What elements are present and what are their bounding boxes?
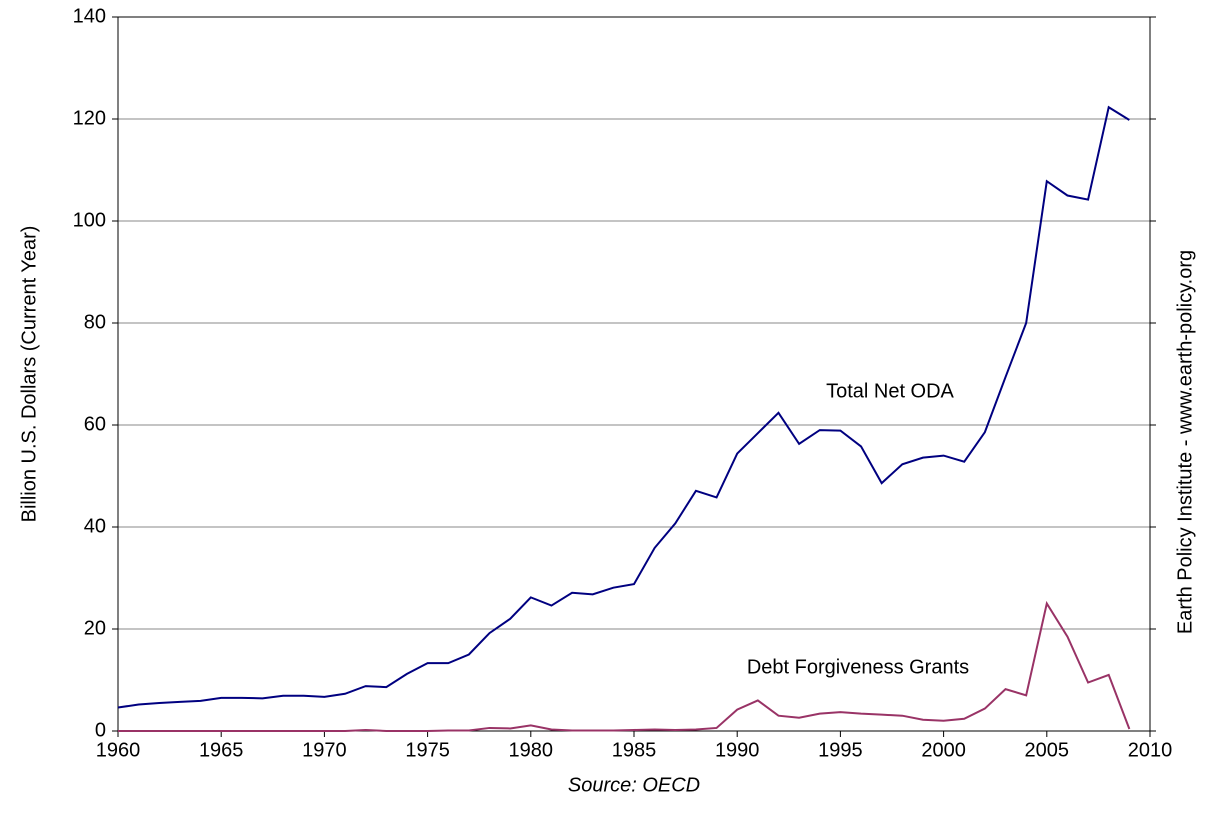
y-tick-label: 100 <box>73 209 106 231</box>
y-tick-label: 20 <box>84 617 106 639</box>
x-tick-label: 1965 <box>199 739 244 761</box>
x-tick-label: 1960 <box>96 739 141 761</box>
x-tick-label: 1975 <box>405 739 450 761</box>
y-tick-label: 120 <box>73 107 106 129</box>
series-label: Debt Forgiveness Grants <box>747 656 969 678</box>
x-tick-label: 1995 <box>818 739 863 761</box>
y-tick-label: 80 <box>84 311 106 333</box>
x-tick-label: 1970 <box>302 739 347 761</box>
y-axis-label: Billion U.S. Dollars (Current Year) <box>18 226 40 523</box>
x-tick-label: 2000 <box>921 739 966 761</box>
y-tick-label: 60 <box>84 413 106 435</box>
plot-frame <box>117 16 1151 732</box>
right-label: Earth Policy Institute - www.earth-polic… <box>1174 250 1196 634</box>
x-tick-label: 1990 <box>715 739 760 761</box>
x-tick-label: 2005 <box>1025 739 1070 761</box>
x-tick-label: 1980 <box>509 739 554 761</box>
y-tick-label: 40 <box>84 515 106 537</box>
y-tick-label: 140 <box>73 5 106 27</box>
x-axis-label: Source: OECD <box>568 774 700 796</box>
series-line <box>117 105 1130 709</box>
x-tick-label: 1985 <box>612 739 657 761</box>
x-tick-label: 2010 <box>1128 739 1173 761</box>
series-line <box>118 600 1131 732</box>
series-label: Total Net ODA <box>826 380 954 402</box>
y-tick-label: 0 <box>95 719 106 741</box>
